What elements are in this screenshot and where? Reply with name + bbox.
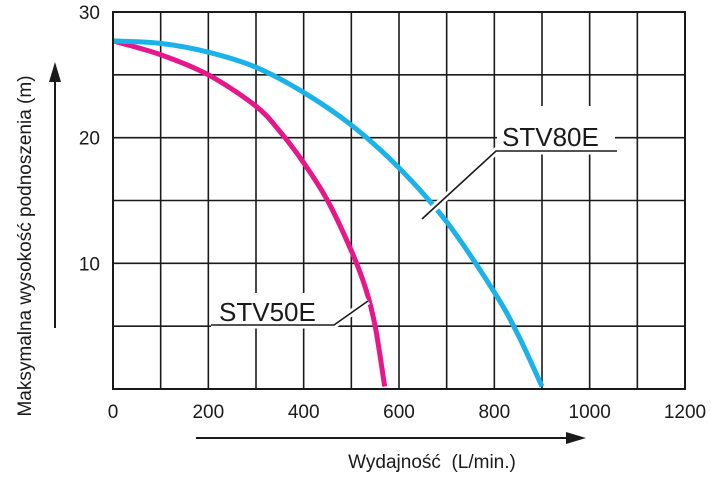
x-tick-label: 400	[288, 402, 320, 423]
y-axis-title: Maksymalna wysokość podnoszenia (m)	[15, 75, 36, 416]
y-tick-label: 10	[79, 254, 100, 275]
x-tick-labels: 0 200 400 600 800 1000 1200	[108, 402, 706, 423]
grid	[113, 12, 685, 389]
x-tick-label: 1000	[569, 402, 611, 423]
plot-frame	[112, 11, 686, 390]
leader-stv50e	[211, 300, 369, 326]
x-tick-label: 0	[108, 402, 119, 423]
x-tick-label: 600	[383, 402, 415, 423]
x-tick-label: 1200	[664, 402, 706, 423]
label-background-stv50e	[213, 293, 323, 324]
leader-stv80e	[421, 150, 617, 220]
label-background-stv80e	[497, 106, 615, 150]
x-tick-label: 800	[478, 402, 510, 423]
x-axis-arrow-head	[566, 432, 586, 444]
series-line-stv50e	[112, 38, 388, 387]
y-tick-label: 20	[79, 129, 100, 150]
x-tick-label: 200	[192, 402, 224, 423]
series-label-stv50e: STV50E	[219, 297, 316, 327]
series-label-stv80e: STV80E	[502, 122, 599, 152]
x-axis-title: Wydajność (L/min.)	[348, 452, 516, 473]
label-leaders	[211, 106, 617, 329]
y-tick-labels: 10 20 30	[79, 3, 100, 275]
curves	[112, 38, 545, 388]
series-line-stv80e	[112, 38, 545, 388]
y-tick-label: 30	[79, 3, 100, 24]
leader-stv80e-halo	[419, 147, 617, 222]
y-axis-arrow-head	[49, 62, 61, 82]
